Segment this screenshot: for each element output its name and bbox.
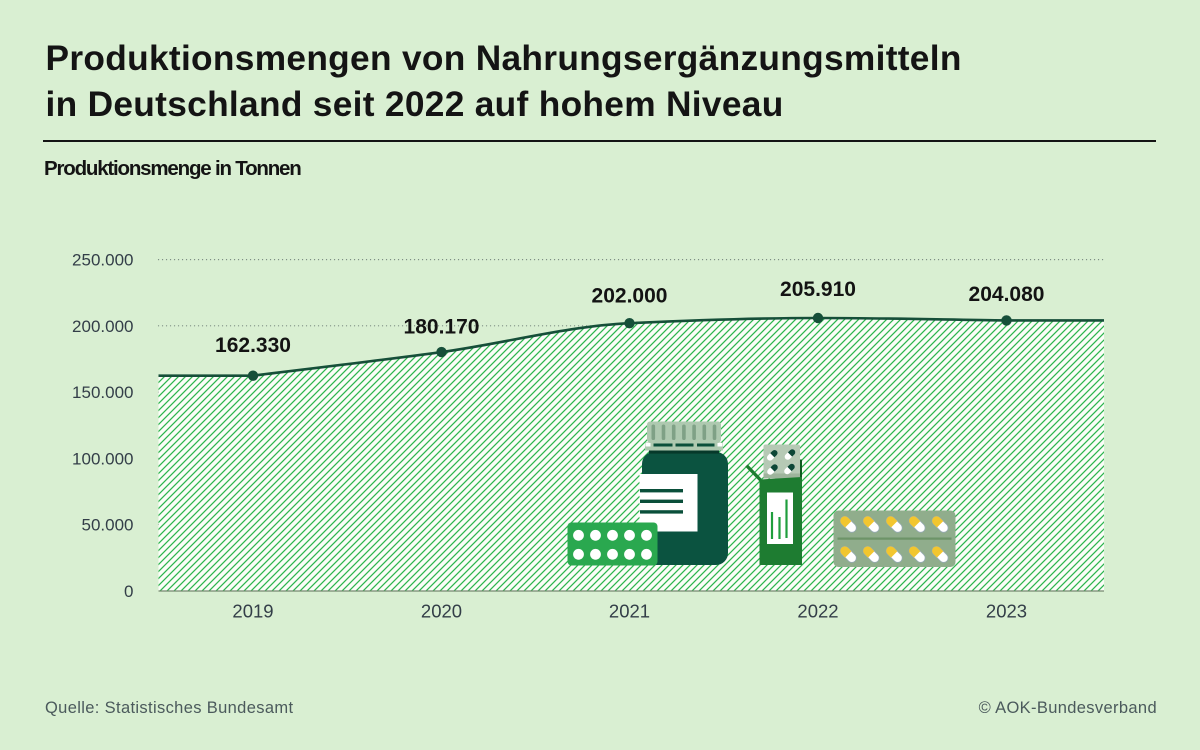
svg-text:162.330: 162.330 xyxy=(215,334,291,357)
svg-text:202.000: 202.000 xyxy=(592,285,668,308)
svg-text:2023: 2023 xyxy=(986,601,1027,622)
svg-text:200.000: 200.000 xyxy=(72,317,133,336)
svg-text:2021: 2021 xyxy=(609,601,650,622)
svg-text:2019: 2019 xyxy=(232,601,273,622)
svg-text:205.910: 205.910 xyxy=(780,278,856,301)
svg-text:2020: 2020 xyxy=(421,601,462,622)
svg-text:250.000: 250.000 xyxy=(72,251,133,270)
svg-text:150.000: 150.000 xyxy=(72,383,133,402)
svg-text:0: 0 xyxy=(124,582,133,601)
svg-text:180.170: 180.170 xyxy=(404,316,480,339)
svg-text:100.000: 100.000 xyxy=(72,449,133,468)
svg-text:204.080: 204.080 xyxy=(969,283,1045,306)
svg-text:50.000: 50.000 xyxy=(82,516,134,535)
svg-text:2022: 2022 xyxy=(797,601,838,622)
